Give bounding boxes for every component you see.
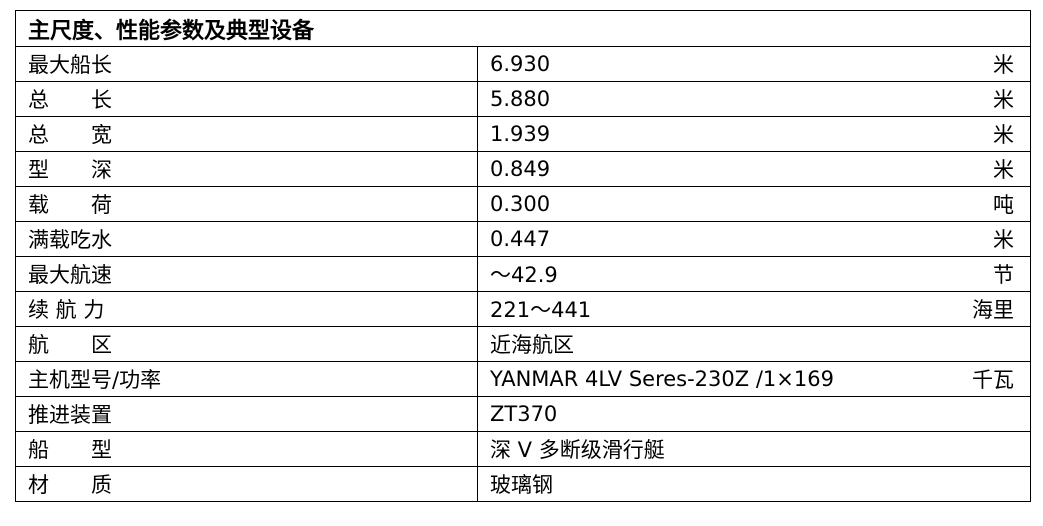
spec-label: 船 型	[15, 431, 478, 467]
table-row: 船 型 深 V 多断级滑行艇	[15, 431, 1031, 467]
spec-label: 推进装置	[15, 396, 478, 432]
spec-value-cell: 5.880 米	[477, 81, 1031, 117]
spec-label: 最大航速	[15, 256, 478, 292]
spec-value-cell: 1.939 米	[477, 116, 1031, 152]
spec-value: 近海航区	[490, 333, 574, 357]
spec-unit: 米	[993, 88, 1014, 112]
spec-value: ZT370	[490, 402, 558, 426]
table-title: 主尺度、性能参数及典型设备	[15, 10, 1031, 47]
spec-label: 型 深	[15, 151, 478, 187]
spec-value-cell: 0.849 米	[477, 151, 1031, 187]
spec-unit: 米	[993, 53, 1014, 77]
spec-value: 6.930	[490, 52, 551, 76]
spec-unit: 米	[993, 158, 1014, 182]
spec-label: 总 宽	[15, 116, 478, 152]
spec-value-cell: 近海航区	[477, 326, 1031, 362]
table-row: 满载吃水 0.447 米	[15, 221, 1031, 257]
table-row: 载 荷 0.300 吨	[15, 186, 1031, 222]
table-row: 总 宽 1.939 米	[15, 116, 1031, 152]
spec-value: 0.447	[490, 227, 551, 251]
spec-value-cell: 0.447 米	[477, 221, 1031, 257]
spec-value-cell: YANMAR 4LV Seres-230Z /1×169 千瓦	[477, 361, 1031, 397]
spec-label: 航 区	[15, 326, 478, 362]
table-row: 推进装置 ZT370	[15, 396, 1031, 432]
spec-unit: 千瓦	[972, 368, 1014, 392]
spec-label: 满载吃水	[15, 221, 478, 257]
spec-value: 1.939	[490, 122, 551, 146]
table-row: 航 区 近海航区	[15, 326, 1031, 362]
spec-unit: 米	[993, 123, 1014, 147]
spec-value-cell: 6.930 米	[477, 46, 1031, 82]
spec-label: 材 质	[15, 466, 478, 502]
spec-value-cell: 深 V 多断级滑行艇	[477, 431, 1031, 467]
spec-value: 玻璃钢	[490, 473, 553, 497]
spec-value-cell: 玻璃钢	[477, 466, 1031, 502]
spec-label: 最大船长	[15, 46, 478, 82]
table-row: 续 航 力 221～441 海里	[15, 291, 1031, 327]
spec-value: 221～441	[490, 298, 592, 322]
spec-label: 总 长	[15, 81, 478, 117]
spec-value: 0.300	[490, 192, 551, 216]
spec-unit: 米	[993, 228, 1014, 252]
spec-value: 5.880	[490, 87, 551, 111]
spec-value: ～42.9	[490, 263, 558, 287]
spec-unit: 节	[993, 263, 1014, 287]
spec-table: 主尺度、性能参数及典型设备 最大船长 6.930 米总 长 5.880 米总 宽 1…	[15, 10, 1031, 502]
table-row: 主机型号/功率 YANMAR 4LV Seres-230Z /1×169 千瓦	[15, 361, 1031, 397]
spec-label: 载 荷	[15, 186, 478, 222]
spec-value-cell: ～42.9 节	[477, 256, 1031, 292]
spec-value: YANMAR 4LV Seres-230Z /1×169	[490, 367, 834, 391]
spec-value: 0.849	[490, 157, 551, 181]
spec-value: 深 V 多断级滑行艇	[490, 438, 665, 462]
spec-label: 续 航 力	[15, 291, 478, 327]
spec-value-cell: 221～441 海里	[477, 291, 1031, 327]
spec-unit: 吨	[993, 193, 1014, 217]
table-row: 型 深 0.849 米	[15, 151, 1031, 187]
table-row: 材 质 玻璃钢	[15, 466, 1031, 502]
spec-value-cell: ZT370	[477, 396, 1031, 432]
spec-label: 主机型号/功率	[15, 361, 478, 397]
table-header-row: 主尺度、性能参数及典型设备	[15, 10, 1031, 47]
table-row: 总 长 5.880 米	[15, 81, 1031, 117]
table-row: 最大航速 ～42.9 节	[15, 256, 1031, 292]
spec-unit: 海里	[972, 298, 1014, 322]
table-row: 最大船长 6.930 米	[15, 46, 1031, 82]
spec-value-cell: 0.300 吨	[477, 186, 1031, 222]
